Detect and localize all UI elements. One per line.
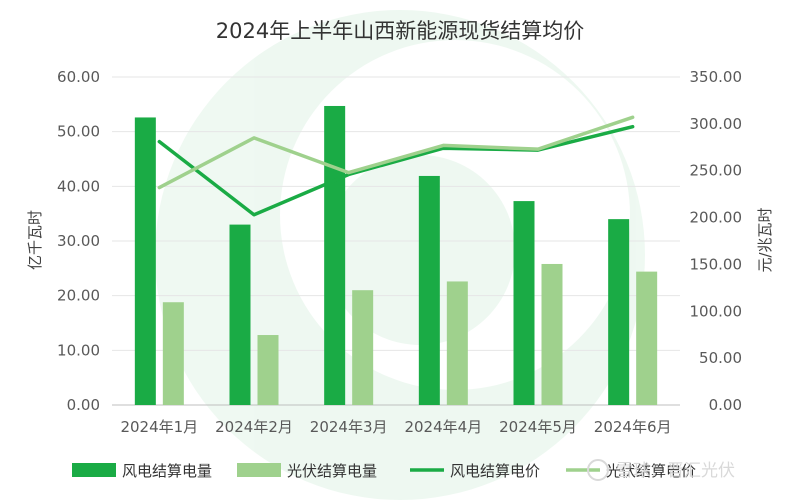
line-风电结算电价 xyxy=(157,124,635,217)
legend-label-光伏结算电量: 光伏结算电量 xyxy=(287,462,377,480)
left-tick-label: 20.00 xyxy=(57,287,100,305)
right-tick-label: 50.00 xyxy=(699,349,742,367)
watermark: 雪球：晋汇光伏 xyxy=(587,459,735,481)
x-tick-label: 2024年5月 xyxy=(499,418,577,436)
x-tick-label: 2024年1月 xyxy=(120,418,198,436)
bar-风电结算电量 xyxy=(324,105,346,406)
x-tick-label: 2024年6月 xyxy=(594,418,672,436)
right-tick-label: 200.00 xyxy=(690,209,743,227)
legend-swatch-光伏结算电量 xyxy=(237,463,281,477)
watermark-text: 雪球：晋汇光伏 xyxy=(616,461,735,481)
bar-风电结算电量 xyxy=(418,175,440,405)
bar-光伏结算电量 xyxy=(352,290,374,405)
legend-label-风电结算电价: 风电结算电价 xyxy=(450,462,540,480)
legend-label-光伏结算电价: 光伏结算电价 xyxy=(606,462,696,480)
right-tick-label: 0.00 xyxy=(709,396,742,414)
bar-光伏结算电量 xyxy=(541,263,563,405)
bar-series-group xyxy=(134,105,658,406)
bar-光伏结算电量 xyxy=(162,302,184,405)
right-tick-label: 250.00 xyxy=(690,162,743,180)
line-series-group xyxy=(157,115,635,217)
right-tick-label: 300.00 xyxy=(690,115,743,133)
legend-label-风电结算电量: 风电结算电量 xyxy=(122,462,212,480)
left-tick-label: 50.00 xyxy=(57,123,100,141)
x-tick-label: 2024年3月 xyxy=(310,418,388,436)
bar-光伏结算电量 xyxy=(257,335,279,405)
left-tick-label: 40.00 xyxy=(57,177,100,195)
gridlines xyxy=(112,76,680,406)
left-tick-label: 10.00 xyxy=(57,341,100,359)
right-tick-label: 350.00 xyxy=(690,68,743,86)
bar-光伏结算电量 xyxy=(636,271,658,405)
bar-风电结算电量 xyxy=(229,224,251,405)
watermark-logo-icon xyxy=(587,459,609,481)
left-tick-label: 0.00 xyxy=(67,396,100,414)
left-axis-ticks: 0.00 10.00 20.00 30.00 40.00 50.00 60.00 xyxy=(57,68,100,414)
bar-风电结算电量 xyxy=(134,117,156,405)
x-tick-label: 2024年2月 xyxy=(215,418,293,436)
x-tick-label: 2024年4月 xyxy=(404,418,482,436)
bar-风电结算电量 xyxy=(513,201,535,405)
legend-swatch-风电结算电量 xyxy=(72,463,116,477)
left-tick-label: 60.00 xyxy=(57,68,100,86)
bar-光伏结算电量 xyxy=(446,281,468,405)
bar-风电结算电量 xyxy=(608,219,630,405)
legend: 风电结算电量 光伏结算电量 风电结算电价 光伏结算电价 xyxy=(72,462,696,480)
left-axis-label: 亿千瓦时 xyxy=(26,210,44,270)
line-光伏结算电价 xyxy=(157,115,635,190)
right-axis-label: 元/兆瓦时 xyxy=(756,207,774,272)
left-tick-label: 30.00 xyxy=(57,232,100,250)
right-tick-label: 150.00 xyxy=(690,255,743,273)
chart-title: 2024年上半年山西新能源现货结算均价 xyxy=(216,19,584,43)
right-axis-ticks: 0.00 50.00 100.00 150.00 200.00 250.00 300.00 3… xyxy=(690,68,743,414)
x-axis-ticks: 2024年1月 2024年2月 2024年3月 2024年4月 2024年5月 2024年… xyxy=(120,418,671,436)
right-tick-label: 100.00 xyxy=(690,302,743,320)
